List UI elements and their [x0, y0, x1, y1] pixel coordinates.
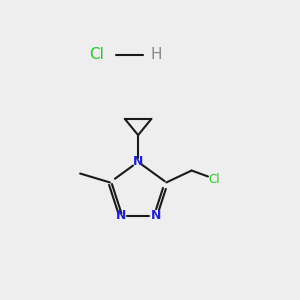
Text: Cl: Cl: [89, 47, 104, 62]
Text: H: H: [150, 47, 162, 62]
Text: Cl: Cl: [209, 173, 220, 186]
Text: N: N: [133, 155, 143, 168]
Text: N: N: [150, 209, 161, 222]
Text: N: N: [116, 209, 126, 222]
